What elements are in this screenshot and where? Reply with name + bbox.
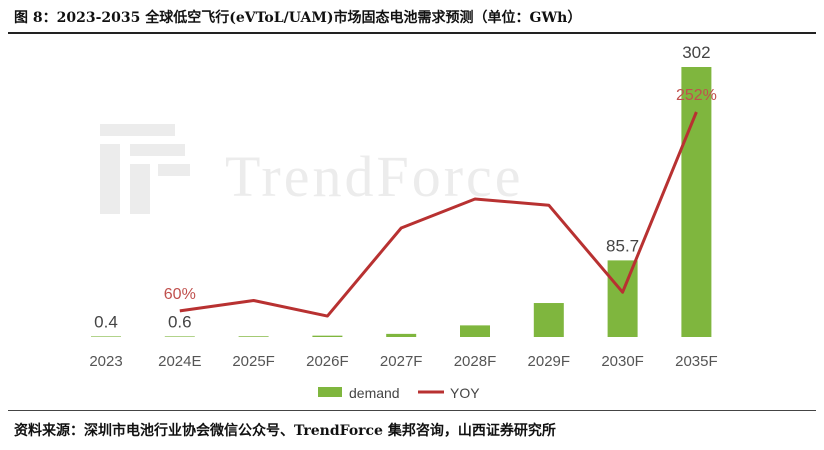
chart-legend: demand YOY xyxy=(318,385,480,401)
bar-2035f xyxy=(681,67,712,337)
x-tick-2027f: 2027F xyxy=(380,353,423,370)
source-divider xyxy=(8,410,816,411)
data-label-yoy-2024e: 60% xyxy=(164,286,196,303)
x-tick-2029f: 2029F xyxy=(528,353,571,370)
bar-2023 xyxy=(91,336,121,337)
legend-label-demand: demand xyxy=(349,385,400,401)
x-tick-2035f: 2035F xyxy=(675,353,718,370)
bar-2026f xyxy=(312,335,343,337)
x-tick-2023: 2023 xyxy=(89,353,122,370)
x-tick-2026f: 2026F xyxy=(306,353,349,370)
legend-label-yoy: YOY xyxy=(450,385,480,401)
x-tick-2025f: 2025F xyxy=(232,353,275,370)
demand-yoy-combo-chart: TrendForce 2023 2024E 2025F 2026F 2027F 2028F… xyxy=(89,43,717,401)
line-series-yoy xyxy=(179,111,698,318)
bar-2027f xyxy=(386,333,417,337)
trendforce-logo-icon xyxy=(100,124,190,214)
data-label-demand-2035f: 302 xyxy=(682,43,710,62)
source-note: 资料来源：深圳市电池行业协会微信公众号、TrendForce 集邦咨询，山西证券… xyxy=(14,423,556,439)
figure-title: 图 8：2023-2035 全球低空飞行(eVToL/UAM)市场固态电池需求预… xyxy=(14,10,582,26)
data-labels: 0.4 0.6 85.7 302 60% 252% xyxy=(94,43,717,332)
x-tick-2030f: 2030F xyxy=(601,353,644,370)
legend-swatch-demand xyxy=(318,387,342,397)
data-label-demand-2030f: 85.7 xyxy=(606,236,639,255)
x-tick-2024e: 2024E xyxy=(158,353,201,370)
yoy-line xyxy=(179,111,698,318)
data-label-yoy-2035f: 252% xyxy=(676,87,717,104)
x-tick-2028f: 2028F xyxy=(454,353,497,370)
trendforce-watermark: TrendForce xyxy=(100,124,524,214)
title-divider xyxy=(8,32,816,34)
bar-2029f xyxy=(533,303,564,337)
watermark-text: TrendForce xyxy=(225,144,524,209)
x-axis-tick-labels: 2023 2024E 2025F 2026F 2027F 2028F 2029F 2030F 2… xyxy=(89,353,717,370)
bar-2025f xyxy=(238,336,269,337)
bar-2024e xyxy=(164,336,195,337)
bar-2030f xyxy=(607,260,638,337)
data-label-demand-2024e: 0.6 xyxy=(168,312,192,331)
data-label-demand-2023: 0.4 xyxy=(94,313,118,332)
bar-2028f xyxy=(460,325,490,337)
